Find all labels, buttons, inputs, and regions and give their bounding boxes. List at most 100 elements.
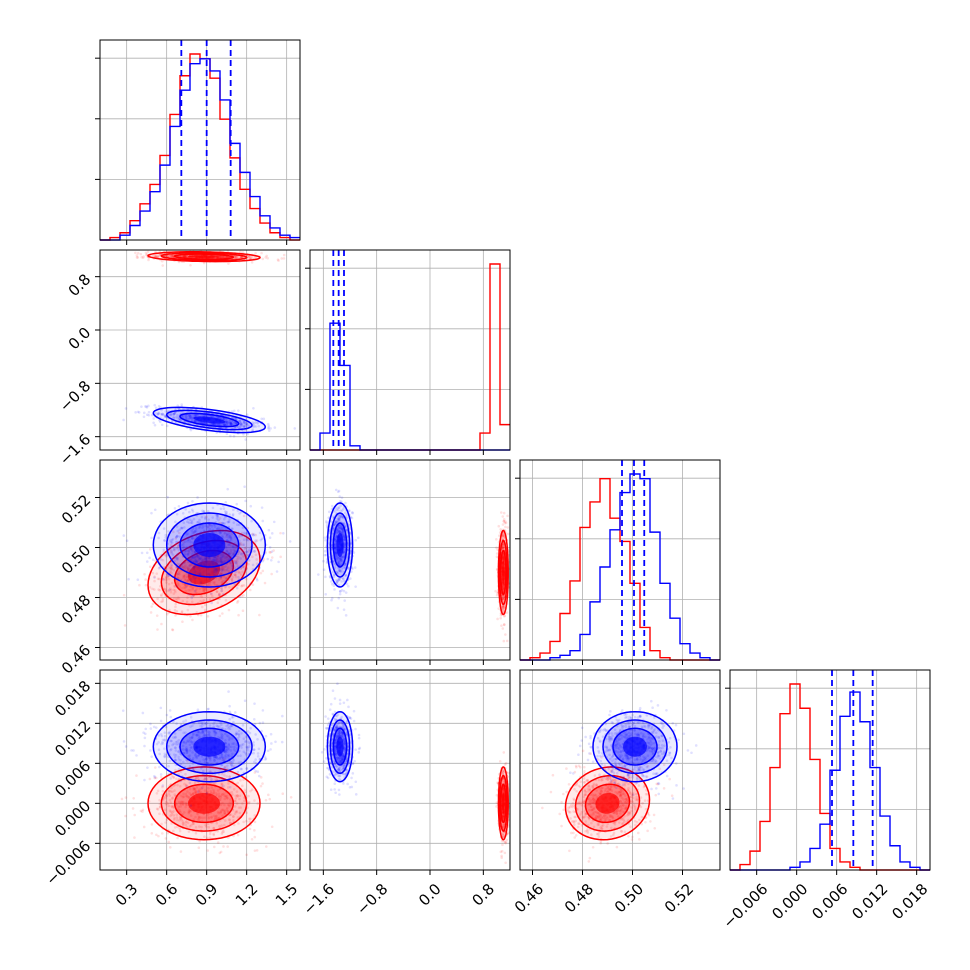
scatter-point (345, 513, 349, 517)
scatter-point (199, 816, 203, 819)
scatter-point (502, 558, 505, 561)
scatter-point (261, 559, 265, 563)
scatter-point (219, 794, 223, 798)
scatter-point (339, 504, 342, 508)
scatter-point (176, 583, 180, 586)
scatter-point (192, 565, 196, 569)
scatter-point (195, 532, 199, 536)
scatter-point (229, 760, 232, 763)
scatter-point (208, 836, 212, 840)
scatter-point (229, 821, 232, 825)
scatter-point (221, 737, 224, 740)
scatter-point (120, 797, 124, 801)
scatter-point (191, 555, 194, 558)
scatter-point (168, 547, 171, 550)
scatter-point (243, 740, 247, 743)
scatter-point (202, 509, 206, 513)
scatter-point (264, 734, 268, 738)
scatter-point (225, 419, 228, 423)
scatter-point (168, 566, 172, 570)
scatter-point (248, 820, 252, 823)
scatter-point (252, 748, 256, 752)
scatter-point (218, 798, 222, 802)
scatter-point (218, 530, 221, 533)
scatter-point (176, 580, 179, 584)
scatter-point (194, 754, 197, 757)
scatter-point (193, 550, 197, 554)
scatter-point (205, 761, 209, 765)
scatter-point (208, 598, 212, 601)
scatter-point (169, 748, 172, 752)
scatter-point (220, 557, 223, 561)
scatter-point (166, 802, 169, 805)
scatter-point (216, 841, 220, 844)
scatter-point (174, 535, 178, 539)
scatter-point (189, 809, 193, 813)
scatter-point (339, 526, 342, 530)
scatter-point (179, 418, 182, 422)
scatter-point (232, 409, 236, 413)
scatter-point (338, 519, 341, 523)
scatter-point (335, 520, 338, 524)
scatter-point (157, 566, 161, 570)
scatter-point (218, 593, 221, 597)
scatter-point (348, 559, 352, 563)
scatter-point (231, 527, 234, 531)
scatter-point (234, 799, 237, 803)
scatter-point (501, 557, 505, 560)
scatter-point (161, 832, 164, 835)
scatter-point (182, 586, 185, 589)
scatter-point (166, 575, 170, 579)
scatter-point (211, 558, 215, 562)
scatter-point (338, 578, 341, 581)
scatter-point (250, 837, 254, 841)
scatter-point (194, 559, 197, 562)
scatter-point (207, 733, 211, 736)
scatter-point (161, 599, 165, 603)
scatter-point (212, 570, 216, 573)
scatter-point (227, 782, 230, 785)
scatter-point (235, 562, 239, 566)
density-level (188, 792, 220, 814)
scatter-point (502, 520, 506, 523)
scatter-point (228, 775, 232, 779)
scatter-point (224, 756, 228, 759)
scatter-point (244, 735, 248, 739)
scatter-point (135, 256, 139, 259)
scatter-point (340, 527, 344, 531)
scatter-point (189, 580, 192, 584)
contour-line (147, 251, 261, 263)
scatter-point (226, 539, 230, 543)
scatter-point (153, 588, 156, 591)
scatter-point (231, 514, 235, 517)
scatter-point (191, 531, 195, 535)
scatter-point (269, 558, 273, 562)
scatter-point (186, 790, 189, 793)
scatter-point (192, 550, 196, 553)
scatter-point (337, 530, 340, 533)
scatter-point (155, 833, 158, 837)
scatter-point (185, 820, 188, 823)
scatter-point (232, 521, 236, 524)
scatter-point (241, 565, 245, 569)
scatter-point (198, 532, 202, 535)
scatter-point (195, 553, 199, 556)
scatter-point (169, 413, 173, 417)
scatter-point (204, 603, 207, 607)
scatter-point (334, 552, 337, 556)
scatter-point (239, 542, 243, 545)
scatter-point (335, 580, 339, 583)
scatter-point (190, 529, 194, 532)
scatter-point (237, 822, 240, 825)
scatter-point (239, 557, 242, 560)
scatter-point (222, 809, 226, 813)
scatter-point (256, 737, 259, 741)
scatter-point (334, 551, 337, 555)
scatter-point (244, 790, 247, 794)
scatter-point (226, 421, 230, 424)
scatter-point (193, 555, 197, 559)
scatter-point (238, 512, 241, 515)
scatter-point (234, 561, 237, 565)
scatter-point (210, 815, 213, 819)
scatter-point (333, 545, 337, 549)
